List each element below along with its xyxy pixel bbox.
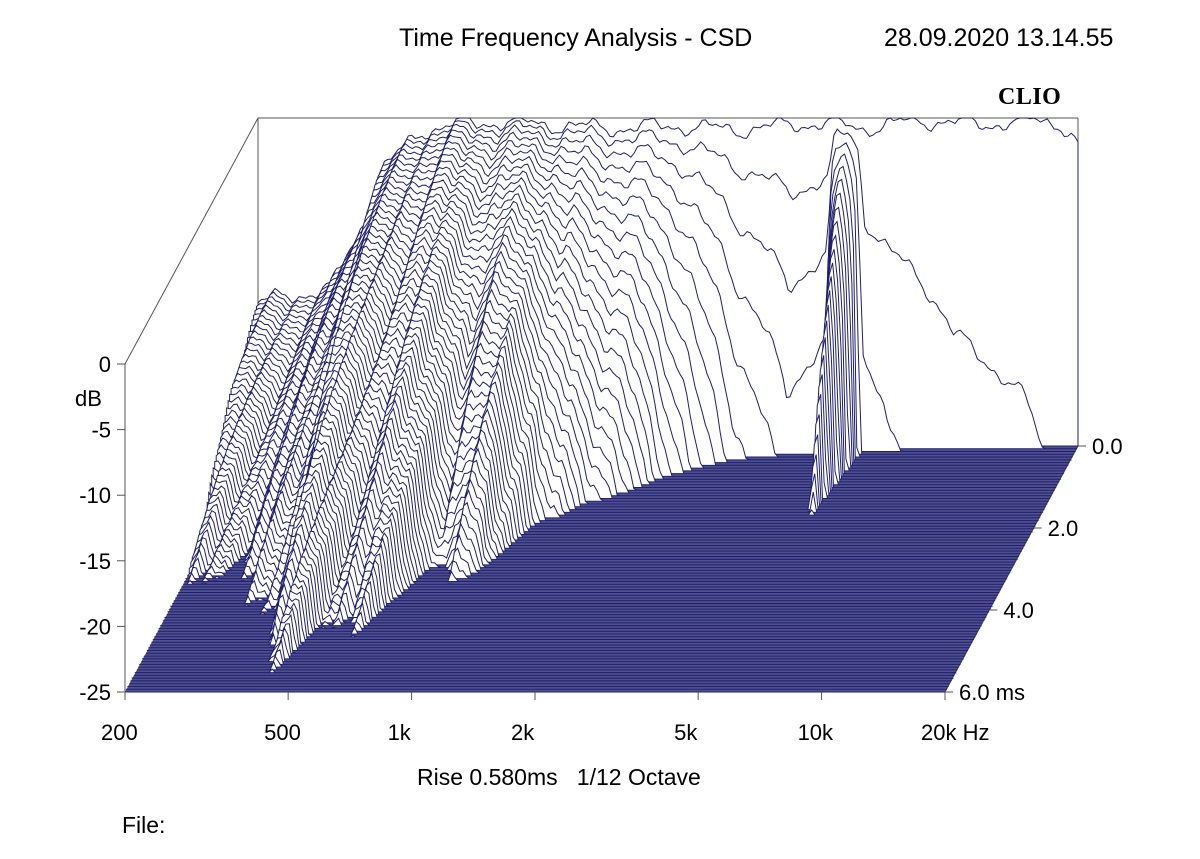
y-tick-label: -20 — [79, 614, 111, 639]
y-tick-label: 0 — [99, 352, 111, 377]
x-tick-label: 200 — [101, 720, 138, 745]
brand-logo: CLIO — [998, 84, 1062, 110]
decay-slice — [136, 660, 958, 671]
decay-slices — [125, 117, 1079, 693]
z-tick-label: 2.0 — [1048, 516, 1079, 541]
x-tick-label: 2k — [511, 720, 535, 745]
decay-slice — [145, 623, 966, 654]
timestamp: 28.09.2020 13.14.55 — [884, 24, 1114, 52]
decay-slice — [163, 534, 988, 618]
file-label: File: — [122, 812, 166, 838]
decay-slice — [149, 602, 972, 647]
decay-slice — [143, 627, 966, 657]
z-tick-label: 0.0 — [1092, 434, 1123, 459]
decay-slice — [134, 668, 957, 674]
frame-edge-left-top — [124, 117, 259, 365]
decay-slice — [146, 613, 969, 652]
x-tick-label: 5k — [674, 720, 698, 745]
decay-slice — [148, 607, 970, 649]
x-tick-label: 10k — [798, 720, 834, 745]
x-tick-label: 500 — [264, 720, 301, 745]
y-tick-label: -5 — [91, 418, 111, 443]
z-tick-label: 4.0 — [1003, 598, 1034, 623]
chart-title: Time Frequency Analysis - CSD — [399, 24, 753, 52]
z-tick-label: 6.0 ms — [959, 680, 1025, 705]
y-tick-label: -10 — [79, 483, 111, 508]
y-tick-label: -15 — [79, 549, 111, 574]
level-axis: 0 -5 -10 -15 -20 -25 — [79, 352, 125, 705]
frequency-axis: 200 500 1k 2k 5k 10k 20k Hz — [101, 692, 989, 745]
x-tick-label: 20k Hz — [921, 720, 989, 745]
x-tick-label: 1k — [388, 720, 412, 745]
analysis-settings: Rise 0.580ms 1/12 Octave — [417, 764, 701, 790]
y-axis-unit-label: dB — [75, 386, 102, 411]
decay-slice — [141, 631, 965, 660]
time-axis: 0.0 2.0 4.0 6.0 ms — [945, 434, 1123, 705]
y-tick-label: -25 — [79, 680, 111, 705]
